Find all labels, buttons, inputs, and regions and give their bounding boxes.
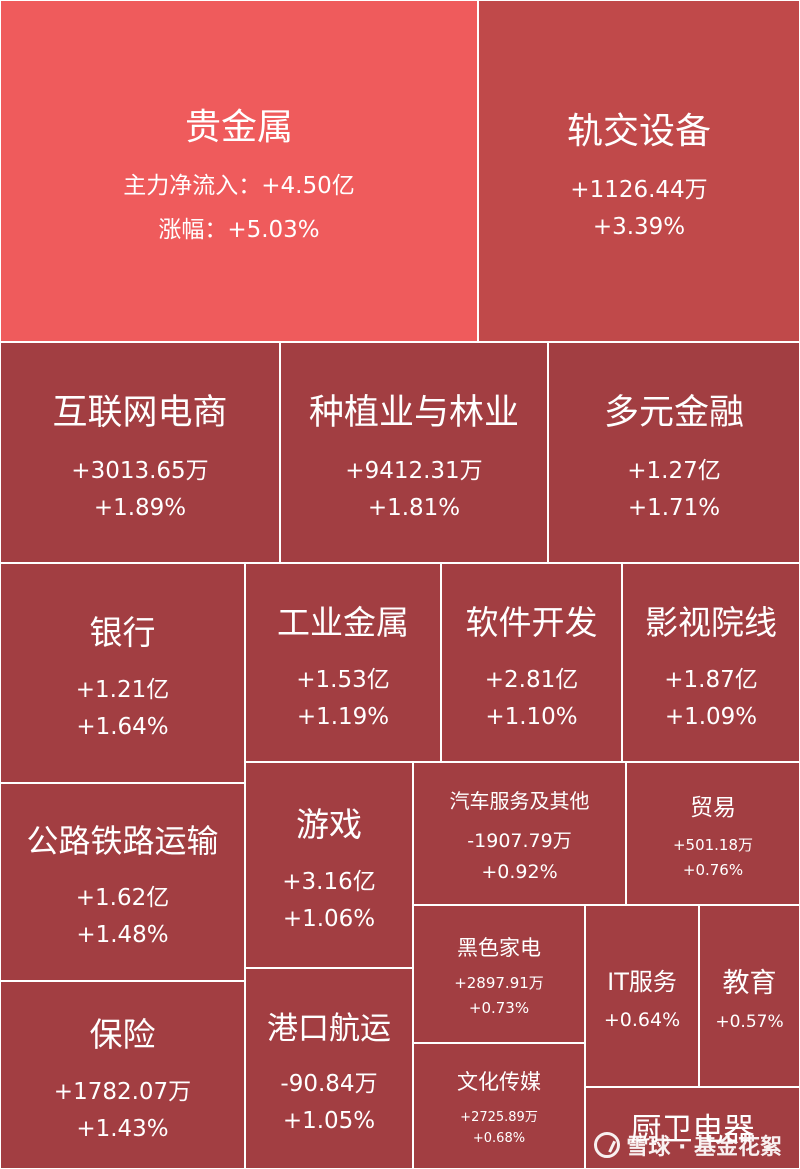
tile-net-inflow: +1.53亿 bbox=[296, 666, 390, 693]
tile-net-inflow: +1.21亿 bbox=[75, 677, 170, 703]
treemap-tile: 影视院线 +1.87亿 +1.09% bbox=[622, 563, 800, 762]
tile-name: 银行 bbox=[89, 613, 156, 652]
tile-change-pct: +0.64% bbox=[603, 1008, 681, 1031]
watermark-text: 雪球 · 基金花絮 bbox=[626, 1135, 782, 1160]
treemap-tile: 贵金属主力净流入：+4.50亿 涨幅：+5.03% bbox=[0, 0, 478, 342]
tile-net-inflow: +1.27亿 bbox=[627, 458, 721, 484]
tile-change-pct: +0.57% bbox=[715, 1011, 784, 1032]
treemap-tile: 公路铁路运输 +1.62亿 +1.48% bbox=[0, 783, 245, 981]
tile-net-inflow: -90.84万 bbox=[280, 1071, 378, 1097]
snowball-logo-icon bbox=[594, 1132, 621, 1158]
tile-change-pct: +1.89% bbox=[93, 495, 187, 521]
treemap-tile: 银行 +1.21亿 +1.64% bbox=[0, 563, 245, 783]
tile-net-inflow: -1907.79万 bbox=[467, 829, 572, 852]
tile-change-pct: +0.68% bbox=[472, 1131, 526, 1146]
watermark: 雪球 · 基金花絮 bbox=[594, 1129, 782, 1161]
treemap-tile: IT服务 +0.64% bbox=[585, 905, 699, 1087]
tile-change-pct: +0.76% bbox=[682, 861, 744, 879]
tile-name: 文化传媒 bbox=[457, 1070, 541, 1094]
tile-change-pct: 涨幅：+5.03% bbox=[158, 217, 320, 243]
tile-name: IT服务 bbox=[607, 967, 677, 996]
tile-change-pct: +1.10% bbox=[485, 703, 578, 730]
tile-change-pct: +1.05% bbox=[282, 1108, 376, 1134]
treemap-tile: 汽车服务及其他 -1907.79万 +0.92% bbox=[413, 762, 626, 905]
tile-name: 多元金融 bbox=[603, 393, 744, 433]
tile-net-inflow: +3.16亿 bbox=[282, 869, 376, 895]
treemap-tile: 保险 +1782.07万 +1.43% bbox=[0, 981, 245, 1169]
tile-name: 公路铁路运输 bbox=[26, 822, 219, 860]
tile-name: 种植业与林业 bbox=[308, 393, 519, 433]
tile-change-pct: +1.09% bbox=[664, 703, 758, 730]
treemap-tile: 贸易 +501.18万 +0.76% bbox=[626, 762, 800, 905]
treemap-tile: 厨卫电器 bbox=[585, 1087, 800, 1169]
tile-net-inflow: +1126.44万 bbox=[570, 177, 708, 203]
tile-change-pct: +1.48% bbox=[76, 922, 169, 948]
tile-change-pct: +1.71% bbox=[627, 495, 721, 521]
tile-change-pct: +3.39% bbox=[592, 214, 686, 240]
tile-name: 互联网电商 bbox=[52, 393, 228, 433]
treemap-tile: 多元金融 +1.27亿 +1.71% bbox=[548, 342, 800, 563]
tile-name: 教育 bbox=[722, 967, 777, 999]
tile-net-inflow: +501.18万 bbox=[672, 836, 754, 854]
tile-net-inflow: +2725.89万 bbox=[460, 1110, 538, 1125]
tile-net-inflow: +2897.91万 bbox=[454, 973, 544, 992]
tile-name: 游戏 bbox=[296, 805, 362, 844]
tile-name: 贸易 bbox=[690, 795, 736, 821]
tile-change-pct: +1.06% bbox=[282, 906, 376, 932]
tile-net-inflow: +1782.07万 bbox=[53, 1079, 192, 1105]
tile-net-inflow: +2.81亿 bbox=[484, 666, 579, 693]
tile-name: 贵金属 bbox=[184, 107, 293, 148]
tile-name: 软件开发 bbox=[465, 602, 598, 642]
tile-change-pct: +0.73% bbox=[468, 998, 530, 1017]
treemap-tile: 互联网电商 +3013.65万 +1.89% bbox=[0, 342, 280, 563]
treemap-tile: 文化传媒 +2725.89万 +0.68% bbox=[413, 1043, 585, 1169]
treemap-tile: 教育 +0.57% bbox=[699, 905, 800, 1087]
tile-change-pct: +1.43% bbox=[76, 1116, 169, 1142]
tile-change-pct: +1.81% bbox=[367, 495, 461, 521]
tile-name: 汽车服务及其他 bbox=[449, 788, 590, 813]
tile-change-pct: +1.19% bbox=[296, 703, 390, 730]
tile-net-inflow: +1.87亿 bbox=[664, 666, 758, 693]
treemap-tile: 港口航运 -90.84万 +1.05% bbox=[245, 968, 413, 1169]
tile-change-pct: +0.92% bbox=[481, 860, 558, 883]
treemap-tile: 轨交设备 +1126.44万 +3.39% bbox=[478, 0, 800, 342]
tile-name: 影视院线 bbox=[645, 602, 777, 642]
tile-name: 轨交设备 bbox=[566, 111, 711, 152]
tile-net-inflow: +1.62亿 bbox=[75, 885, 170, 911]
treemap-tile: 工业金属 +1.53亿 +1.19% bbox=[245, 563, 441, 762]
treemap-tile: 软件开发 +2.81亿 +1.10% bbox=[441, 563, 622, 762]
tile-net-inflow: 主力净流入：+4.50亿 bbox=[123, 173, 355, 199]
tile-name: 保险 bbox=[89, 1015, 156, 1054]
tile-name: 黑色家电 bbox=[457, 935, 541, 960]
tile-name: 港口航运 bbox=[267, 1011, 391, 1047]
treemap-tile: 游戏 +3.16亿 +1.06% bbox=[245, 762, 413, 968]
tile-net-inflow: +3013.65万 bbox=[71, 458, 209, 484]
tile-name: 厨卫电器 bbox=[630, 1112, 755, 1148]
tile-net-inflow: +9412.31万 bbox=[345, 458, 483, 484]
treemap-tile: 黑色家电 +2897.91万 +0.73% bbox=[413, 905, 585, 1043]
tile-change-pct: +1.64% bbox=[76, 714, 169, 740]
tile-name: 工业金属 bbox=[277, 602, 409, 642]
treemap-tile: 种植业与林业 +9412.31万 +1.81% bbox=[280, 342, 548, 563]
